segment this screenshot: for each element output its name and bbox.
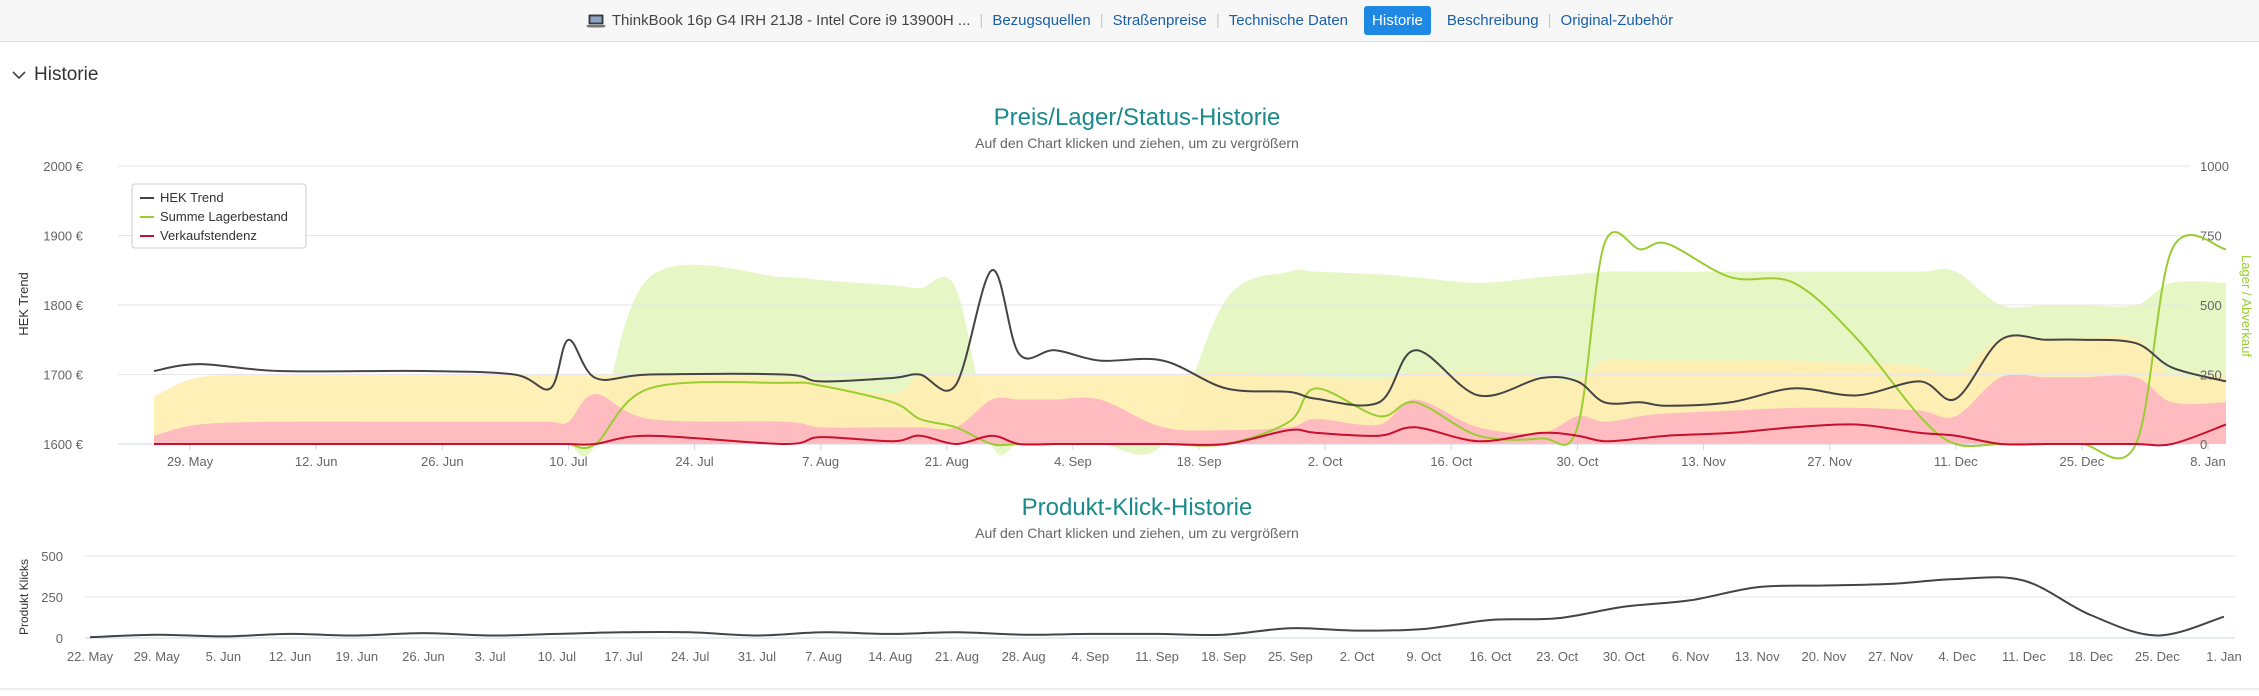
x-tick-label: 2. Oct [1340,649,1375,664]
x-tick-label: 9. Oct [1406,649,1441,664]
y-right-tick-label: 1000 [2200,159,2229,174]
x-tick-label: 29. May [167,454,214,469]
legend-item: HEK Trend [160,190,224,205]
y-right-tick-label: 0 [2200,437,2207,452]
price-stock-history-chart[interactable]: Preis/Lager/Status-Historie Auf den Chart… [0,96,2259,476]
chart-title: Preis/Lager/Status-Historie [994,104,1281,131]
x-tick-label: 21. Aug [935,649,979,664]
chevron-down-icon [12,71,26,80]
y-tick-label: 2000 € [43,159,84,174]
x-tick-label: 3. Jul [475,649,506,664]
product-title: ThinkBook 16p G4 IRH 21J8 - Intel Core i… [611,12,971,29]
x-tick-label: 4. Sep [1072,649,1110,664]
nav-link-original-zubehoer[interactable]: Original-Zubehör [1560,12,1674,29]
x-tick-label: 16. Oct [1469,649,1511,664]
x-tick-label: 21. Aug [925,454,969,469]
y-tick-label: 0 [56,631,63,646]
x-tick-label: 12. Jun [269,649,312,664]
section-title: Historie [34,64,99,85]
top-navigation: ThinkBook 16p G4 IRH 21J8 - Intel Core i… [0,0,2259,42]
x-tick-label: 11. Sep [1135,649,1179,664]
x-tick-label: 18. Sep [1201,649,1246,664]
x-tick-label: 17. Jul [604,649,642,664]
x-tick-label: 26. Jun [421,454,464,469]
legend-box [131,183,307,249]
x-tick-label: 13. Nov [1735,649,1780,664]
x-tick-label: 23. Oct [1536,649,1578,664]
series-produkt-klicks [89,576,2225,639]
nav-separator: | [979,12,984,29]
x-tick-label: 24. Jul [671,649,709,664]
x-tick-label: 11. Dec [2002,649,2046,664]
nav-link-strassenpreise[interactable]: Straßenpreise [1112,12,1207,29]
chart-title: Produkt-Klick-Historie [1022,494,1253,521]
y-right-axis-label: Lager / Abverkauf [2239,255,2254,357]
y-axis-label: Produkt Klicks [17,559,31,635]
x-tick-label: 1. Jan [2206,649,2241,664]
y-tick-label: 1700 € [43,368,84,383]
x-tick-label: 4. Dec [1938,649,1976,664]
x-tick-label: 25. Sep [1268,649,1313,664]
nav-link-beschreibung[interactable]: Beschreibung [1446,12,1539,29]
status-band-red [154,374,2226,444]
x-tick-label: 28. Aug [1002,649,1046,664]
y-right-tick-label: 500 [2200,298,2222,313]
x-tick-label: 25. Dec [2059,454,2104,469]
nav-separator: | [1099,12,1104,29]
y-tick-label: 1900 € [43,229,84,244]
product-name[interactable]: ThinkBook 16p G4 IRH 21J8 - Intel Core i… [585,12,971,29]
y-axis-label: HEK Trend [16,272,31,336]
series-verkaufstendenz [154,423,2227,447]
x-tick-label: 10. Jul [549,454,587,469]
x-tick-label: 19. Jun [335,649,378,664]
x-tick-label: 30. Oct [1603,649,1645,664]
nav-link-bezugsquellen[interactable]: Bezugsquellen [992,12,1091,29]
x-tick-label: 13. Nov [1681,454,1726,469]
product-click-history-chart[interactable]: Produkt-Klick-Historie Auf den Chart klic… [0,490,2259,696]
nav-separator: | [1547,12,1552,29]
x-tick-label: 11. Dec [1934,454,1978,469]
nav-link-technische-daten[interactable]: Technische Daten [1228,12,1349,29]
x-tick-label: 16. Oct [1430,454,1472,469]
x-tick-label: 27. Nov [1807,454,1852,469]
x-tick-label: 25. Dec [2135,649,2180,664]
x-tick-label: 22. May [67,649,114,664]
x-tick-label: 14. Aug [868,649,912,664]
y-tick-label: 1600 € [43,437,84,452]
chart-subtitle: Auf den Chart klicken und ziehen, um zu … [975,525,1299,541]
nav-tab-historie-active[interactable]: Historie [1364,6,1431,35]
chart-subtitle: Auf den Chart klicken und ziehen, um zu … [975,135,1299,151]
x-tick-label: 24. Jul [675,454,713,469]
x-tick-label: 26. Jun [402,649,445,664]
x-tick-label: 10. Jul [538,649,576,664]
x-tick-label: 20. Nov [1801,649,1846,664]
x-tick-label: 4. Sep [1054,454,1092,469]
x-tick-label: 8. Jan [2190,454,2225,469]
x-tick-label: 18. Sep [1177,454,1222,469]
section-toggle-historie[interactable]: Historie [12,64,98,86]
x-tick-label: 18. Dec [2068,649,2113,664]
legend-item: Verkaufstendenz [160,228,257,243]
x-tick-label: 12. Jun [295,454,338,469]
nav-separator: | [1215,12,1220,29]
chart-legend: HEK Trend Summe Lagerbestand Verkaufstende… [131,183,307,249]
x-tick-label: 6. Nov [1672,649,1710,664]
series-hek-trend [153,269,2227,407]
y-tick-label: 1800 € [43,298,84,313]
y-tick-label: 250 [41,590,63,605]
x-tick-label: 31. Jul [738,649,776,664]
x-tick-label: 2. Oct [1308,454,1343,469]
laptop-icon [585,14,606,27]
x-tick-label: 30. Oct [1556,454,1598,469]
x-tick-label: 29. May [134,649,181,664]
legend-item: Summe Lagerbestand [160,209,288,224]
x-tick-label: 27. Nov [1868,649,1913,664]
x-tick-label: 7. Aug [805,649,842,664]
x-tick-label: 7. Aug [802,454,839,469]
y-tick-label: 500 [41,549,63,564]
x-tick-label: 5. Jun [206,649,241,664]
